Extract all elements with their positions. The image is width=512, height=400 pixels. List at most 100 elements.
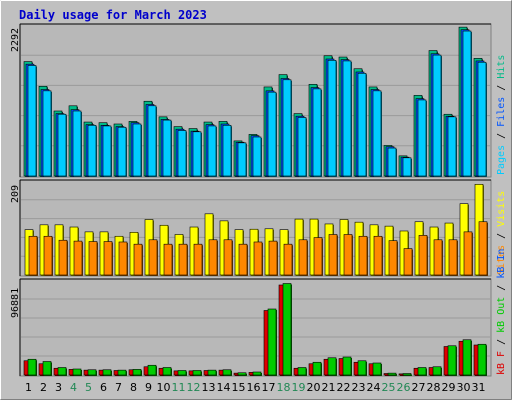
day-label-4: 4 — [70, 381, 77, 394]
day-label-13: 13 — [202, 381, 216, 394]
top-legend-part-4: / — [496, 79, 507, 97]
pages-bar-day-18 — [282, 79, 292, 177]
kbytes-panel-bars — [21, 283, 490, 376]
day-label-12: 12 — [187, 381, 201, 394]
sites-bar-day-15 — [238, 243, 248, 276]
top-legend-part-1: Pages — [496, 145, 507, 175]
sites-bar-day-28 — [433, 239, 443, 276]
pages-bar-day-12 — [192, 131, 202, 177]
kb-out-bar-day-31 — [477, 343, 487, 376]
pages-bar-day-3 — [57, 113, 67, 177]
pages-bar-day-1 — [27, 65, 37, 177]
day-label-9: 9 — [145, 381, 152, 394]
kb-out-bar-day-30 — [462, 339, 472, 376]
pages-bar-day-26 — [402, 157, 412, 177]
sites-bar-day-2 — [43, 235, 53, 276]
kb-out-bar-day-3 — [57, 367, 67, 376]
kb-out-bar-day-7 — [117, 369, 127, 376]
kb-out-bar-day-6 — [102, 369, 112, 376]
pages-bar-day-21 — [327, 59, 337, 177]
pages-bar-day-28 — [432, 54, 442, 177]
pages-bar-day-6 — [102, 125, 112, 177]
sites-bar-day-24 — [373, 235, 383, 276]
sites-bar-day-13 — [208, 239, 218, 276]
kb-out-bar-day-10 — [162, 367, 172, 376]
sites-bar-day-6 — [103, 241, 113, 276]
kb-out-bar-day-23 — [357, 360, 367, 376]
day-label-5: 5 — [85, 381, 92, 394]
kb-out-bar-day-4 — [72, 368, 82, 376]
kb-out-bar-day-11 — [177, 370, 187, 376]
day-label-20: 20 — [307, 381, 321, 394]
day-label-28: 28 — [427, 381, 441, 394]
sites-bar-day-23 — [358, 235, 368, 276]
pages-bar-day-17 — [267, 91, 277, 177]
bottom-legend-part-4: / — [496, 279, 507, 297]
mid-legend-part-1: Sites — [496, 245, 507, 275]
visits-legend: Sites / Visits — [496, 191, 507, 275]
day-label-7: 7 — [115, 381, 122, 394]
day-label-2: 2 — [40, 381, 47, 394]
sites-bar-day-25 — [388, 240, 398, 276]
sites-bar-day-10 — [163, 243, 173, 276]
kb-out-bar-day-14 — [222, 369, 232, 376]
pages-bar-day-29 — [447, 116, 457, 177]
sites-bar-day-29 — [448, 239, 458, 276]
bottom-legend-part-2: / — [496, 333, 507, 351]
pages-bar-day-15 — [237, 142, 247, 177]
visits-panel-bars — [21, 184, 490, 276]
sites-bar-day-9 — [148, 239, 158, 276]
kb-out-bar-day-18 — [282, 283, 292, 376]
pages-bar-day-19 — [297, 117, 307, 177]
day-label-24: 24 — [367, 381, 381, 394]
pages-bar-day-30 — [462, 30, 472, 177]
kb-out-bar-day-5 — [87, 369, 97, 376]
day-label-18: 18 — [277, 381, 291, 394]
day-label-17: 17 — [262, 381, 276, 394]
kb-out-bar-day-13 — [207, 369, 217, 376]
mid-legend-part-3: Visits — [496, 191, 507, 227]
kbytes-panel — [19, 278, 492, 377]
sites-bar-day-3 — [58, 239, 68, 276]
day-label-11: 11 — [172, 381, 186, 394]
sites-bar-day-21 — [328, 234, 338, 276]
sites-bar-day-12 — [193, 243, 203, 276]
sites-bar-day-31 — [478, 221, 488, 276]
kbytes-legend: kB F / kB Out / kB In — [496, 249, 507, 375]
bottom-legend-part-1: kB F — [496, 351, 507, 375]
sites-bar-day-4 — [73, 240, 83, 276]
kbytes-ymax-label: 96881 — [10, 288, 21, 318]
day-label-16: 16 — [247, 381, 261, 394]
sites-bar-day-11 — [178, 243, 188, 276]
kb-out-bar-day-15 — [237, 372, 247, 376]
day-label-31: 31 — [472, 381, 486, 394]
pages-bar-day-31 — [477, 61, 487, 177]
chart-title: Daily usage for March 2023 — [19, 8, 207, 22]
sites-bar-day-5 — [88, 241, 98, 276]
mid-legend-part-2: / — [496, 227, 507, 245]
pages-bar-day-16 — [252, 136, 262, 177]
pages-bar-day-25 — [387, 147, 397, 177]
day-label-19: 19 — [292, 381, 306, 394]
sites-bar-day-18 — [283, 243, 293, 276]
sites-bar-day-16 — [253, 241, 263, 276]
kb-out-bar-day-9 — [147, 364, 157, 376]
visits-ymax-label: 209 — [10, 185, 21, 203]
day-label-8: 8 — [130, 381, 137, 394]
day-label-30: 30 — [457, 381, 471, 394]
kb-out-bar-day-16 — [252, 371, 262, 376]
day-label-14: 14 — [217, 381, 231, 394]
pages-bar-day-10 — [162, 119, 172, 177]
hits-panel-bars — [21, 26, 490, 178]
pages-bar-day-2 — [42, 90, 52, 177]
day-label-29: 29 — [442, 381, 456, 394]
pages-bar-day-14 — [222, 124, 232, 177]
top-legend-part-5: Hits — [496, 55, 507, 79]
day-label-25: 25 — [382, 381, 396, 394]
pages-bar-day-13 — [207, 125, 217, 177]
pages-bar-day-4 — [72, 110, 82, 177]
sites-bar-day-17 — [268, 240, 278, 276]
sites-bar-day-19 — [298, 239, 308, 276]
